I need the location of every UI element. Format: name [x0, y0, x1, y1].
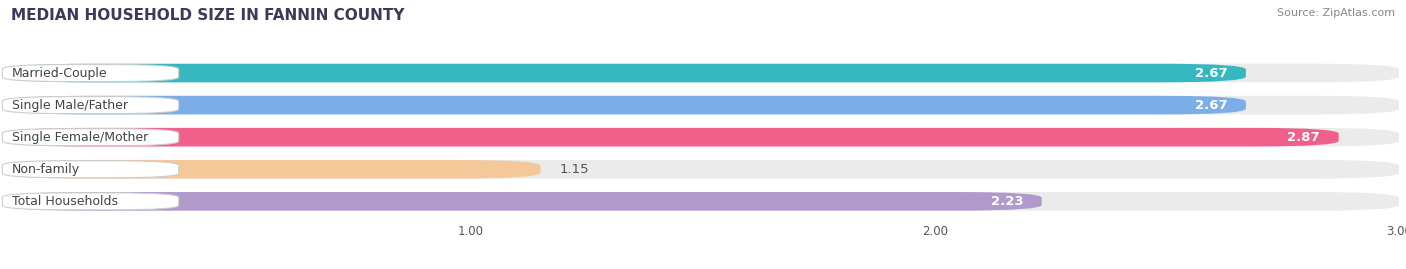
- FancyBboxPatch shape: [7, 96, 1246, 114]
- FancyBboxPatch shape: [7, 128, 1339, 147]
- FancyBboxPatch shape: [3, 161, 179, 178]
- Text: 2.67: 2.67: [1195, 66, 1227, 80]
- Text: Source: ZipAtlas.com: Source: ZipAtlas.com: [1277, 8, 1395, 18]
- FancyBboxPatch shape: [7, 160, 540, 179]
- Text: Single Female/Mother: Single Female/Mother: [11, 131, 148, 144]
- FancyBboxPatch shape: [7, 192, 1042, 211]
- FancyBboxPatch shape: [7, 160, 1399, 179]
- Text: 1.15: 1.15: [560, 163, 589, 176]
- FancyBboxPatch shape: [7, 64, 1246, 82]
- Text: Non-family: Non-family: [11, 163, 80, 176]
- Text: Single Male/Father: Single Male/Father: [11, 99, 128, 112]
- FancyBboxPatch shape: [3, 65, 179, 82]
- FancyBboxPatch shape: [7, 64, 1399, 82]
- Text: 2.23: 2.23: [990, 195, 1024, 208]
- FancyBboxPatch shape: [3, 97, 179, 114]
- Text: MEDIAN HOUSEHOLD SIZE IN FANNIN COUNTY: MEDIAN HOUSEHOLD SIZE IN FANNIN COUNTY: [11, 8, 405, 23]
- Text: Total Households: Total Households: [11, 195, 118, 208]
- Text: Married-Couple: Married-Couple: [11, 66, 107, 80]
- Text: 2.87: 2.87: [1288, 131, 1320, 144]
- FancyBboxPatch shape: [7, 128, 1399, 147]
- FancyBboxPatch shape: [3, 193, 179, 210]
- FancyBboxPatch shape: [3, 129, 179, 146]
- FancyBboxPatch shape: [7, 96, 1399, 114]
- FancyBboxPatch shape: [7, 192, 1399, 211]
- Text: 2.67: 2.67: [1195, 99, 1227, 112]
